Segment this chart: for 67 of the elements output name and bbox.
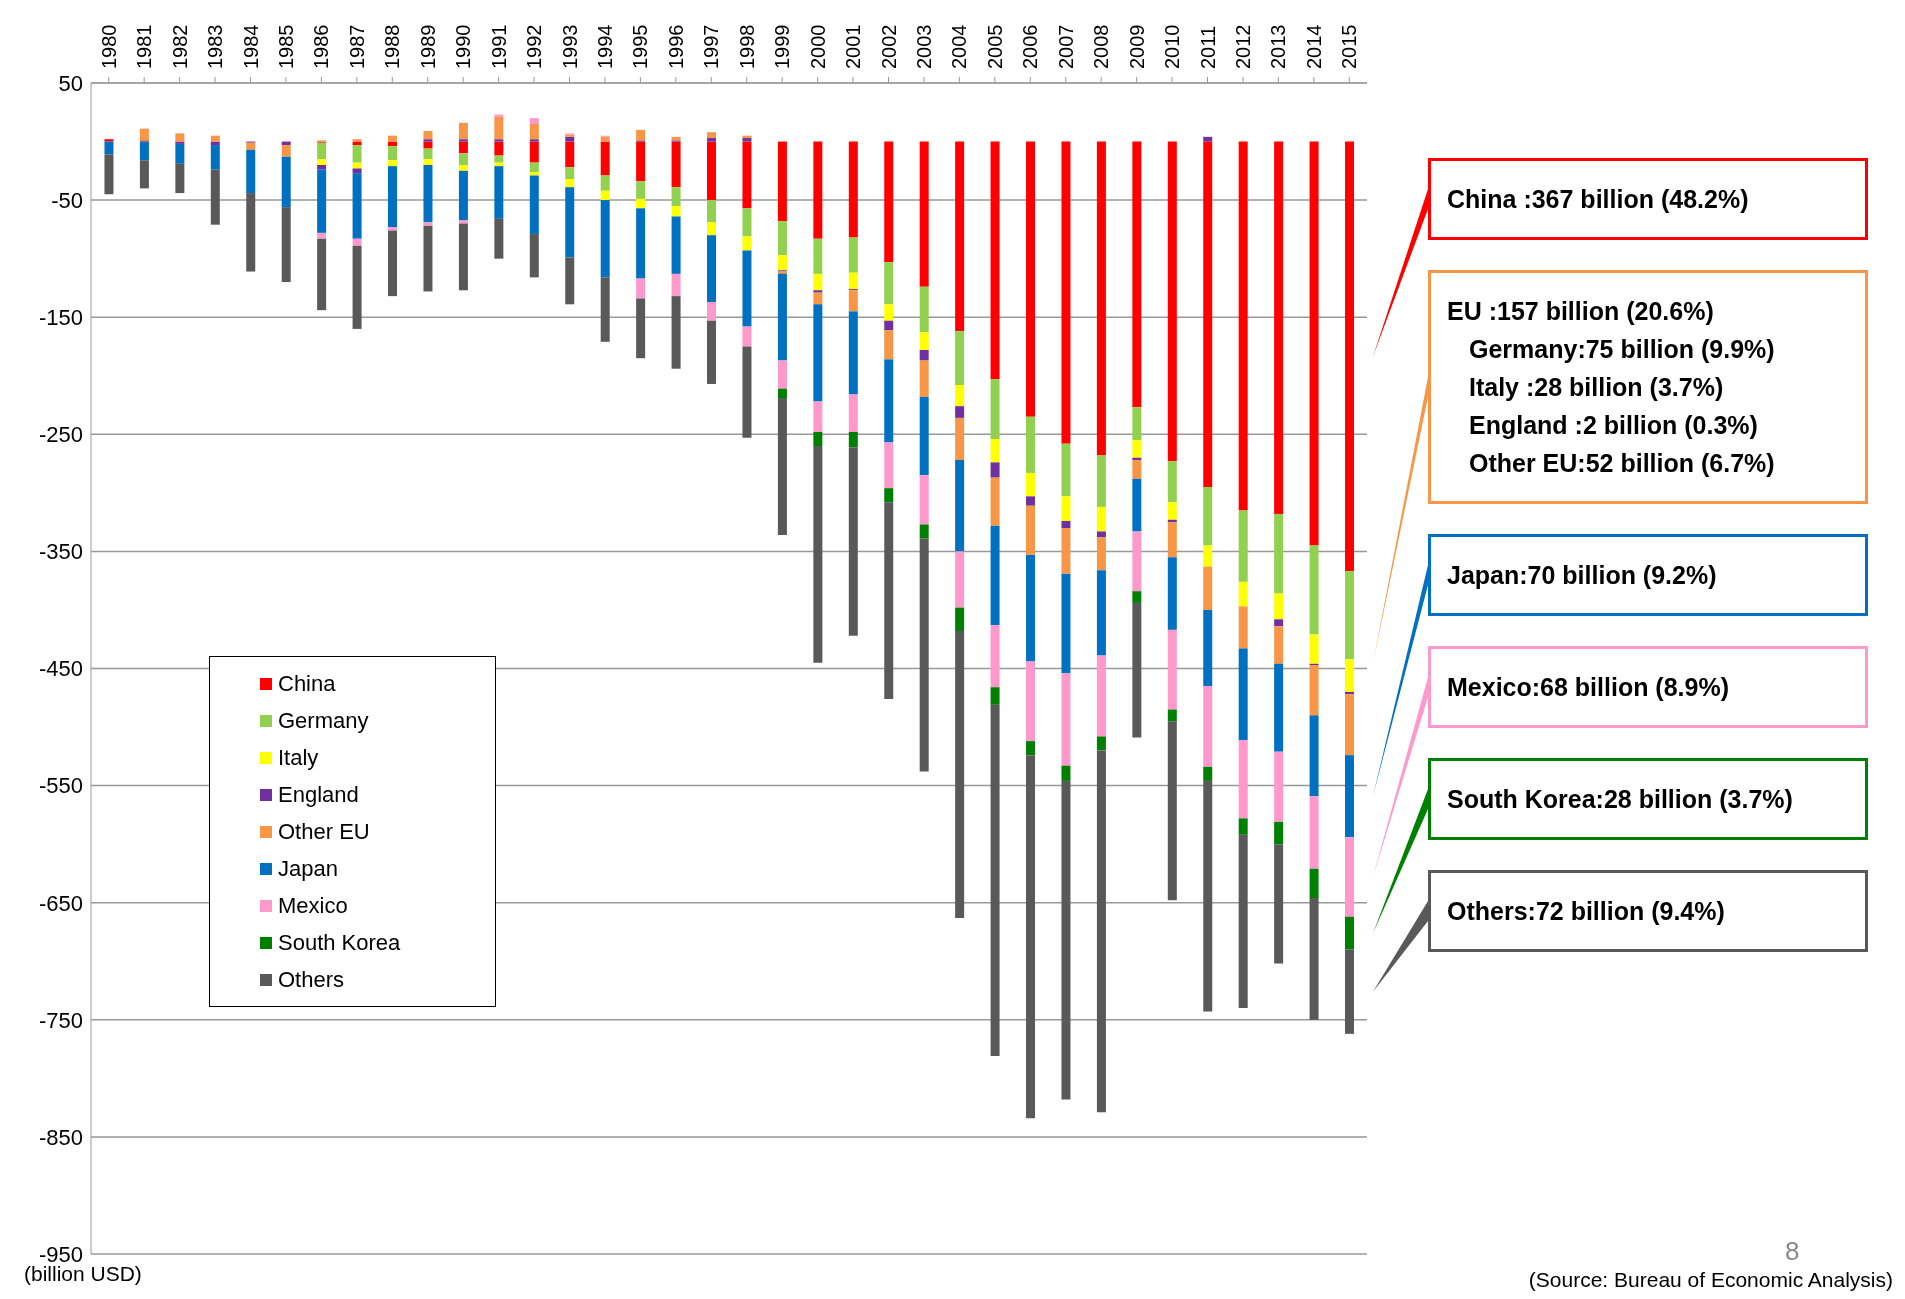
x-tick-label: 1984: [239, 24, 262, 69]
x-tick-label: 2010: [1161, 24, 1184, 69]
x-tick-label: 1982: [168, 24, 191, 69]
legend-label: Others: [278, 966, 345, 993]
x-tick-label: 2004: [948, 24, 971, 69]
x-tick-label: 2013: [1267, 24, 1290, 69]
x-tick-label: 2005: [983, 24, 1006, 69]
y-tick-label: -550: [38, 773, 83, 799]
x-tick-label: 2009: [1125, 24, 1148, 69]
text: South Korea:28 billion (3.7%): [1447, 784, 1794, 815]
x-tick-label: 2011: [1196, 25, 1219, 69]
x-tick-label: 2007: [1054, 24, 1077, 69]
legend-label: South Korea: [278, 929, 401, 956]
x-tick-label: 1986: [310, 24, 333, 69]
y-tick-label: 50: [58, 70, 83, 96]
text: England :2 billion (0.3%): [1468, 410, 1759, 441]
x-tick-label: 1998: [735, 24, 758, 69]
y-tick-label: -750: [38, 1007, 83, 1033]
legend-label: China: [278, 670, 336, 697]
x-tick-label: 1993: [558, 24, 581, 69]
text: Mexico:68 billion (8.9%): [1447, 672, 1730, 703]
text: China :367 billion (48.2%): [1447, 184, 1750, 215]
x-tick-label: 1987: [345, 24, 368, 69]
x-tick-label: 1991: [487, 24, 510, 69]
text: Others:72 billion (9.4%): [1447, 896, 1726, 927]
x-tick-label: 2001: [842, 24, 865, 69]
y-tick-label: -150: [38, 305, 83, 331]
y-tick-label: -250: [38, 422, 83, 448]
x-tick-label: 1985: [274, 24, 297, 69]
x-tick-label: 2003: [912, 24, 935, 69]
legend-label: England: [278, 781, 359, 808]
y-tick-label: -450: [38, 656, 83, 682]
x-tick-label: 1980: [97, 24, 120, 69]
x-tick-label: 1992: [523, 24, 546, 69]
x-tick-label: 2012: [1231, 24, 1254, 69]
y-tick-label: -650: [38, 890, 83, 916]
x-tick-label: 1997: [700, 24, 723, 69]
x-tick-label: 1999: [771, 24, 794, 69]
x-tick-label: 1990: [452, 24, 475, 69]
y-tick-label: -350: [38, 539, 83, 565]
x-tick-label: 2014: [1302, 24, 1325, 69]
text: Italy :28 billion (3.7%): [1468, 372, 1725, 403]
text: Germany:75 billion (9.9%): [1468, 334, 1776, 365]
x-tick-label: 2006: [1019, 24, 1042, 69]
legend-label: Germany: [278, 707, 369, 734]
x-tick-label: 2015: [1338, 24, 1361, 69]
x-tick-label: 2002: [877, 24, 900, 69]
text: 8: [1785, 1236, 1800, 1267]
legend-label: Mexico: [278, 892, 348, 919]
text: EU :157 billion (20.6%): [1447, 296, 1715, 327]
x-tick-label: 1983: [204, 24, 227, 69]
x-tick-label: 2008: [1090, 24, 1113, 69]
legend-label: Italy: [278, 744, 319, 771]
y-tick-label: -850: [38, 1124, 83, 1150]
text: Japan:70 billion (9.2%): [1447, 560, 1718, 591]
text: Other EU:52 billion (6.7%): [1468, 448, 1776, 479]
legend-label: Other EU: [278, 818, 370, 845]
x-tick-label: 2000: [806, 24, 829, 69]
text: (Source: Bureau of Economic Analysis): [1528, 1268, 1893, 1292]
x-tick-label: 1981: [133, 24, 156, 69]
y-tick-label: -50: [51, 187, 83, 213]
x-tick-label: 1996: [664, 24, 687, 69]
legend-label: Japan: [278, 855, 338, 882]
x-tick-label: 1994: [593, 24, 616, 69]
x-tick-label: 1988: [381, 24, 404, 69]
x-tick-label: 1995: [629, 24, 652, 69]
x-tick-label: 1989: [416, 24, 439, 69]
